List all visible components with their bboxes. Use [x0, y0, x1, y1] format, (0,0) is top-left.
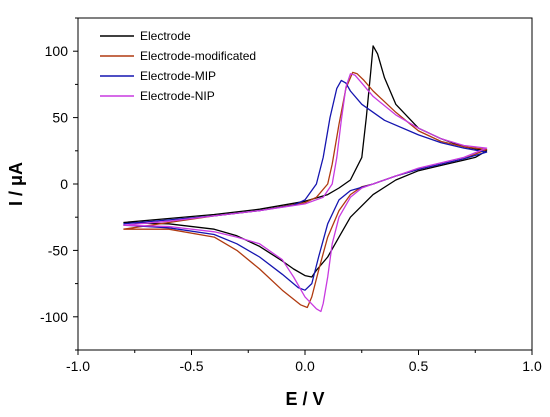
legend-label-1: Electrode-modificated — [140, 49, 256, 63]
x-tick-label: 0.5 — [409, 358, 429, 374]
y-tick-label: 100 — [45, 43, 69, 59]
series-line-2 — [123, 79, 488, 291]
y-axis-title: I / μA — [6, 162, 26, 206]
series-line-1 — [123, 71, 488, 309]
x-tick-label: -0.5 — [179, 358, 203, 374]
x-tick-label: 1.0 — [522, 358, 542, 374]
legend: Electrode Electrode-modificated Electrode-… — [100, 29, 256, 103]
x-tick-label: -1.0 — [66, 358, 90, 374]
y-tick-label: 50 — [52, 110, 68, 126]
plot-frame — [77, 17, 533, 351]
series-lines — [123, 45, 488, 313]
plot-area — [77, 17, 533, 351]
x-axis-title: E / V — [285, 389, 324, 409]
y-tick-label: -50 — [48, 242, 68, 258]
series-line-3 — [123, 73, 488, 313]
legend-label-2: Electrode-MIP — [140, 69, 216, 83]
legend-label-3: Electrode-NIP — [140, 89, 215, 103]
legend-label-0: Electrode — [140, 29, 191, 43]
y-tick-label: 0 — [60, 176, 68, 192]
axes: -1.0 -0.5 0.0 0.5 1.0 -100 -50 0 50 100 — [40, 17, 542, 374]
x-tick-label: 0.0 — [295, 358, 315, 374]
y-tick-label: -100 — [40, 309, 68, 325]
